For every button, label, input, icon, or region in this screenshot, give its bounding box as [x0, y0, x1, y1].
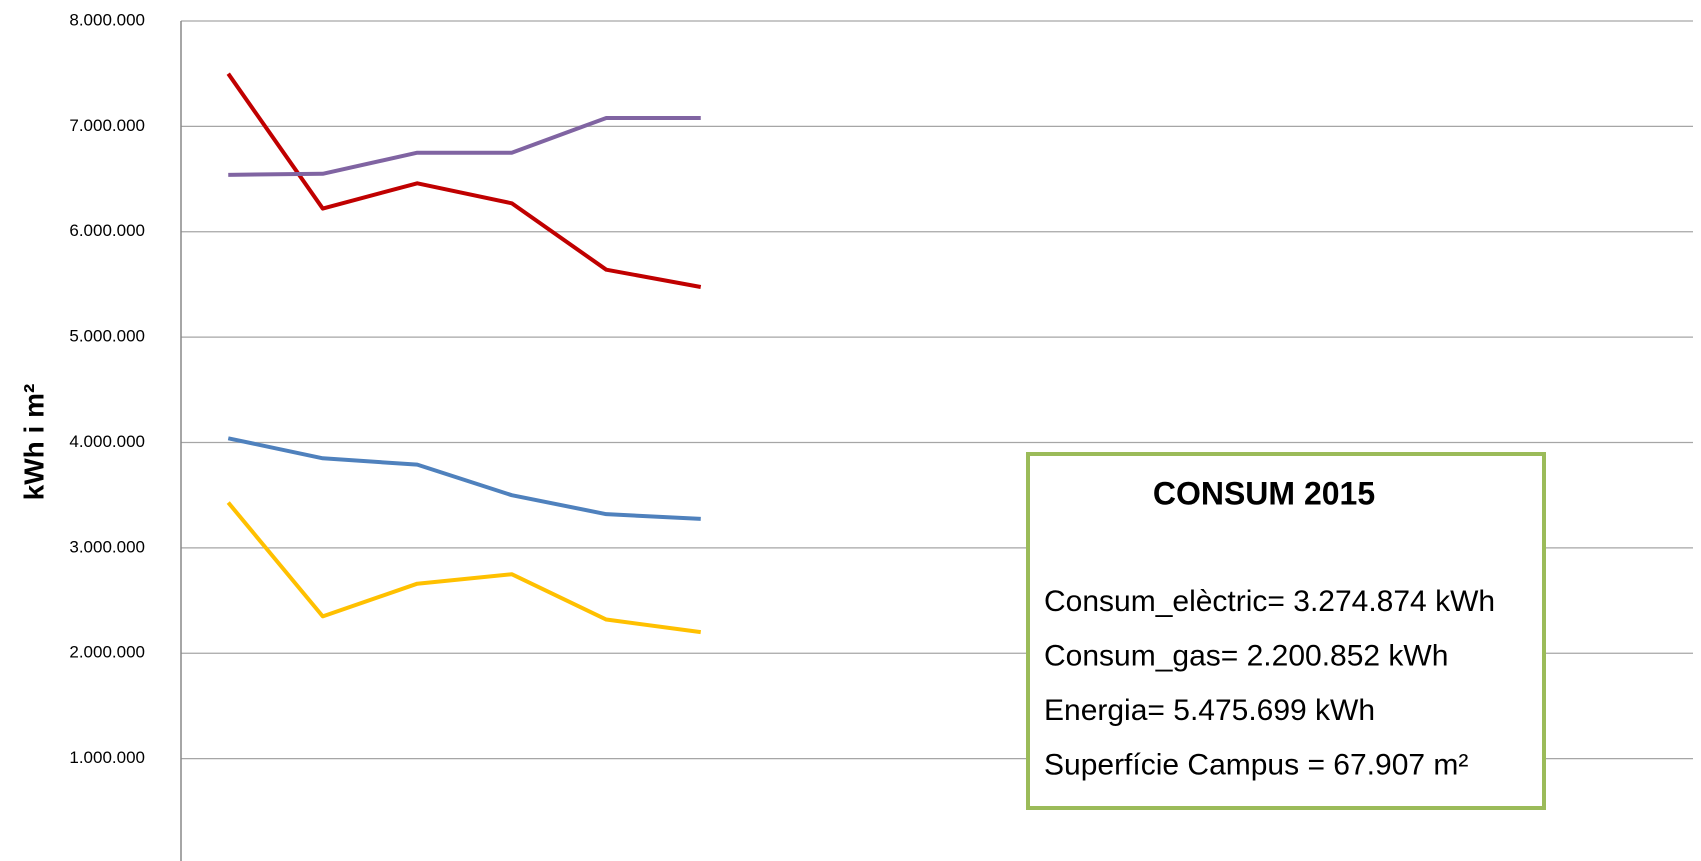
annotation-line: Energia= 5.475.699 kWh [1044, 694, 1375, 727]
series-line [226, 501, 702, 635]
series-line [228, 115, 701, 177]
y-tick-label: 2.000.000 [69, 643, 145, 662]
grid: 1.000.000 2.000.000 3.000.000 4.000.000 5.00… [69, 10, 1693, 767]
series-line [227, 436, 701, 521]
annotation-title: CONSUM 2015 [1153, 475, 1375, 511]
y-axis-title: kWh i m² [18, 384, 49, 501]
y-tick-label: 3.000.000 [69, 537, 145, 556]
y-tick-label: 5.000.000 [69, 327, 145, 346]
y-tick-label: 1.000.000 [69, 748, 145, 767]
annotation-line: Consum_elèctric= 3.274.874 kWh [1044, 585, 1495, 618]
annotation-box [1026, 452, 1546, 810]
annotation-line: Consum_gas= 2.200.852 kWh [1044, 639, 1448, 672]
annotation-line: Superfície Campus = 67.907 m² [1044, 748, 1468, 781]
series-line [226, 72, 702, 289]
y-tick-label: 7.000.000 [69, 116, 145, 135]
y-tick-label: 4.000.000 [69, 432, 145, 451]
annotation-lines: Consum_elèctric= 3.274.874 kWh Consum_gas… [1044, 585, 1495, 782]
y-tick-label: 6.000.000 [69, 221, 145, 240]
lines [226, 72, 702, 635]
y-tick-label: 8.000.000 [69, 10, 145, 29]
